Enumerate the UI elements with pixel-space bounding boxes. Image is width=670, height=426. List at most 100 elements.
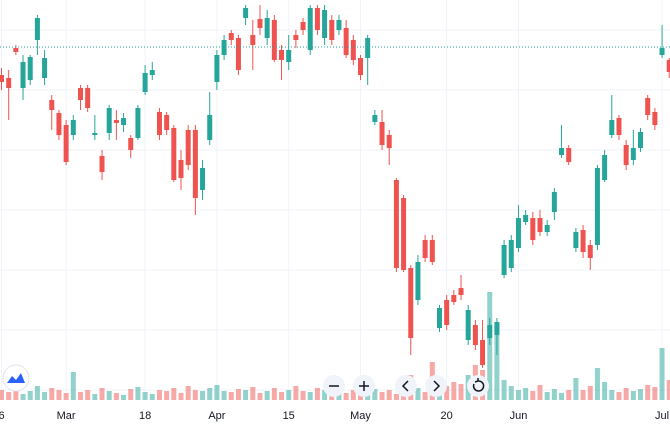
volume-bar bbox=[393, 394, 399, 400]
candle-body bbox=[322, 10, 328, 38]
candle-body bbox=[544, 225, 550, 232]
candle-body bbox=[214, 55, 220, 82]
volume-bar bbox=[623, 388, 629, 400]
candle-body bbox=[508, 240, 514, 268]
candle-body bbox=[228, 33, 234, 40]
candle-body bbox=[458, 288, 464, 295]
button-bg[interactable] bbox=[425, 375, 447, 397]
button-bg[interactable] bbox=[395, 375, 417, 397]
candle-body bbox=[587, 245, 593, 258]
x-tick-label: Jun bbox=[510, 410, 528, 422]
candle-body bbox=[156, 112, 162, 135]
logo-circle[interactable] bbox=[2, 364, 30, 392]
volume-bar bbox=[250, 387, 256, 400]
volume-bar bbox=[652, 387, 658, 400]
volume-bar bbox=[56, 390, 62, 400]
reset-icon bbox=[472, 378, 485, 392]
candle-body bbox=[573, 232, 579, 248]
scroll-left-button[interactable] bbox=[395, 375, 417, 397]
volume-bar bbox=[544, 392, 550, 400]
candle-body bbox=[537, 218, 543, 232]
volume-bar bbox=[49, 388, 55, 400]
candle-body bbox=[343, 28, 349, 55]
candle-body bbox=[444, 300, 450, 325]
x-tick-label: 15 bbox=[283, 410, 295, 422]
candle-body bbox=[70, 120, 76, 135]
zoom-in-button[interactable] bbox=[353, 375, 375, 397]
candle-body bbox=[135, 108, 141, 138]
volume-bar bbox=[458, 384, 464, 400]
volume-bar bbox=[99, 388, 105, 400]
volume-bar bbox=[27, 391, 33, 400]
x-tick-label: Jul bbox=[655, 410, 669, 422]
candle-body bbox=[358, 58, 363, 75]
candle-body bbox=[207, 115, 213, 140]
volume-bar bbox=[594, 368, 600, 400]
candle-body bbox=[436, 308, 442, 328]
volume-bar bbox=[314, 388, 320, 400]
volume-bar bbox=[523, 388, 529, 400]
volume-bar bbox=[645, 385, 651, 400]
x-tick-label: 6 bbox=[0, 410, 5, 422]
candle-body bbox=[494, 322, 500, 335]
candle-body bbox=[501, 245, 507, 275]
reset-button[interactable] bbox=[467, 375, 489, 397]
candle-body bbox=[350, 40, 356, 60]
x-tick-label: 18 bbox=[139, 410, 151, 422]
volume-bar bbox=[293, 386, 299, 400]
x-tick-label: 20 bbox=[441, 410, 453, 422]
volume-bar bbox=[128, 389, 134, 400]
candle-body bbox=[77, 88, 83, 100]
candle-body bbox=[200, 168, 206, 190]
volume-bar bbox=[666, 380, 670, 400]
volume-bar bbox=[609, 390, 615, 400]
volume-bar bbox=[573, 378, 579, 400]
candle-body bbox=[99, 156, 105, 172]
volume-bar bbox=[185, 386, 191, 400]
candle-body bbox=[56, 113, 62, 135]
volume-bar bbox=[551, 389, 557, 400]
volume-bar bbox=[221, 391, 227, 400]
candle-body bbox=[13, 48, 19, 52]
volume-bar bbox=[200, 391, 206, 400]
candle-body bbox=[142, 73, 148, 92]
volume-bar bbox=[6, 392, 12, 400]
candle-body bbox=[178, 160, 184, 178]
candle-body bbox=[523, 215, 529, 222]
candle-body bbox=[149, 70, 155, 75]
volume-bar bbox=[92, 394, 98, 400]
candle-body bbox=[472, 325, 478, 345]
button-bg[interactable] bbox=[467, 375, 489, 397]
volume-bar bbox=[530, 391, 536, 400]
volume-bar bbox=[271, 388, 277, 400]
volume-bar bbox=[386, 390, 392, 400]
candle-body bbox=[192, 130, 198, 198]
x-tick-label: Mar bbox=[57, 410, 76, 422]
candle-body bbox=[293, 35, 299, 40]
candle-body bbox=[393, 180, 399, 268]
logo[interactable] bbox=[2, 364, 30, 392]
zoom-out-button[interactable] bbox=[323, 375, 345, 397]
candle-body bbox=[652, 112, 658, 125]
candle-body bbox=[271, 20, 277, 60]
x-tick-label: Apr bbox=[208, 410, 225, 422]
candle-body bbox=[279, 50, 285, 60]
volume-bar bbox=[135, 387, 141, 400]
volume-bar bbox=[566, 390, 572, 400]
right-icon bbox=[433, 380, 441, 392]
volume-bar bbox=[379, 392, 385, 400]
scroll-right-button[interactable] bbox=[425, 375, 447, 397]
candle-body bbox=[6, 78, 12, 88]
volume-bar bbox=[444, 386, 450, 400]
candle-body bbox=[0, 75, 4, 82]
candle-body bbox=[609, 120, 615, 135]
candle-body bbox=[264, 18, 270, 38]
candle-body bbox=[235, 38, 241, 70]
volume-bar bbox=[300, 391, 306, 400]
candle-body bbox=[336, 20, 342, 30]
volume-bar bbox=[501, 380, 507, 400]
volume-bar bbox=[638, 389, 644, 400]
candle-body bbox=[559, 148, 565, 155]
